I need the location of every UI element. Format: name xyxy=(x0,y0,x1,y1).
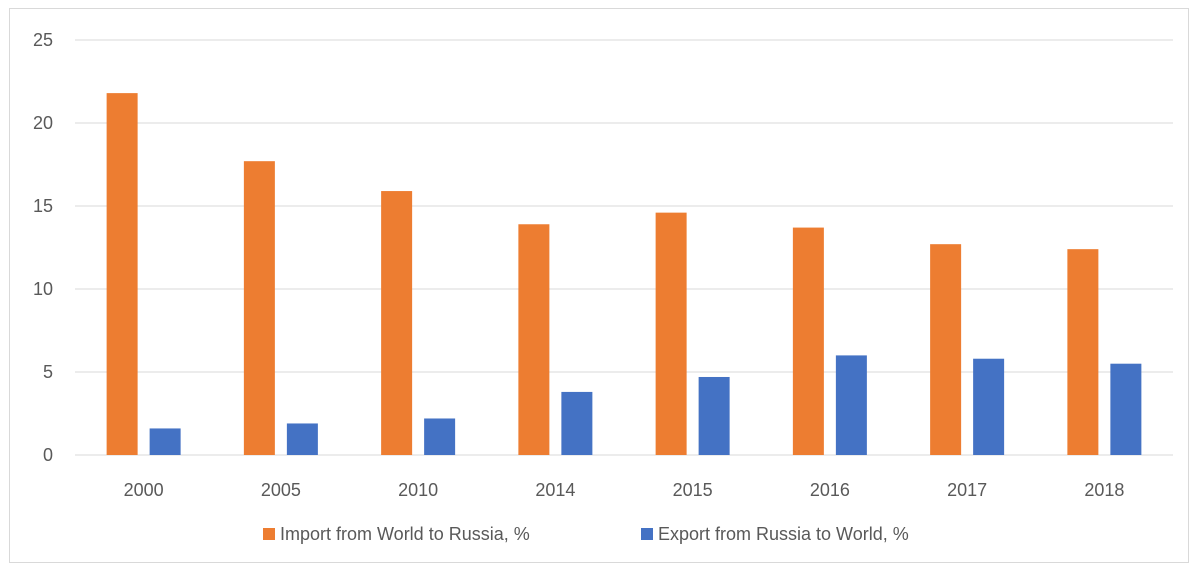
x-tick-label: 2016 xyxy=(810,480,850,500)
legend: Import from World to Russia, % Export fro… xyxy=(263,524,909,544)
legend-swatch-import xyxy=(263,528,275,540)
x-tick-label: 2015 xyxy=(673,480,713,500)
y-tick-label: 5 xyxy=(43,362,53,382)
bar-export xyxy=(424,418,456,455)
x-tick-label: 2018 xyxy=(1084,480,1124,500)
y-axis-tick-labels: 0 5 10 15 20 25 xyxy=(33,30,53,465)
bar-import xyxy=(792,227,824,455)
y-tick-label: 15 xyxy=(33,196,53,216)
bar-export xyxy=(1110,363,1142,455)
bar-import xyxy=(243,161,275,455)
legend-label-import: Import from World to Russia, % xyxy=(280,524,530,544)
x-tick-label: 2000 xyxy=(124,480,164,500)
bar-import xyxy=(518,224,550,455)
y-tick-label: 25 xyxy=(33,30,53,50)
gridlines xyxy=(75,39,1173,456)
x-tick-label: 2014 xyxy=(535,480,575,500)
bar-import xyxy=(1067,249,1099,455)
bar-export xyxy=(835,355,867,455)
x-tick-label: 2010 xyxy=(398,480,438,500)
bars xyxy=(106,93,1142,456)
bar-import xyxy=(655,212,687,455)
legend-swatch-export xyxy=(641,528,653,540)
x-tick-label: 2005 xyxy=(261,480,301,500)
bar-export xyxy=(698,376,730,455)
bar-export xyxy=(973,358,1005,455)
y-tick-label: 10 xyxy=(33,279,53,299)
bar-import xyxy=(930,244,962,455)
bar-import xyxy=(381,191,413,455)
bar-export xyxy=(561,391,593,455)
legend-label-export: Export from Russia to World, % xyxy=(658,524,909,544)
bar-import xyxy=(106,93,138,456)
x-tick-label: 2017 xyxy=(947,480,987,500)
x-axis-tick-labels: 2000 2005 2010 2014 2015 2016 2017 2018 xyxy=(124,480,1125,500)
y-tick-label: 20 xyxy=(33,113,53,133)
bar-export xyxy=(149,428,181,455)
chart-container xyxy=(9,8,1189,563)
y-tick-label: 0 xyxy=(43,445,53,465)
bar-export xyxy=(286,423,318,455)
